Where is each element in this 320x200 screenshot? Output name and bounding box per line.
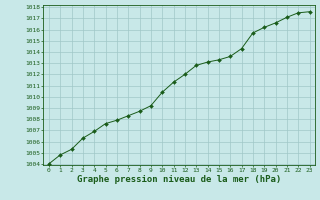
X-axis label: Graphe pression niveau de la mer (hPa): Graphe pression niveau de la mer (hPa) <box>77 175 281 184</box>
